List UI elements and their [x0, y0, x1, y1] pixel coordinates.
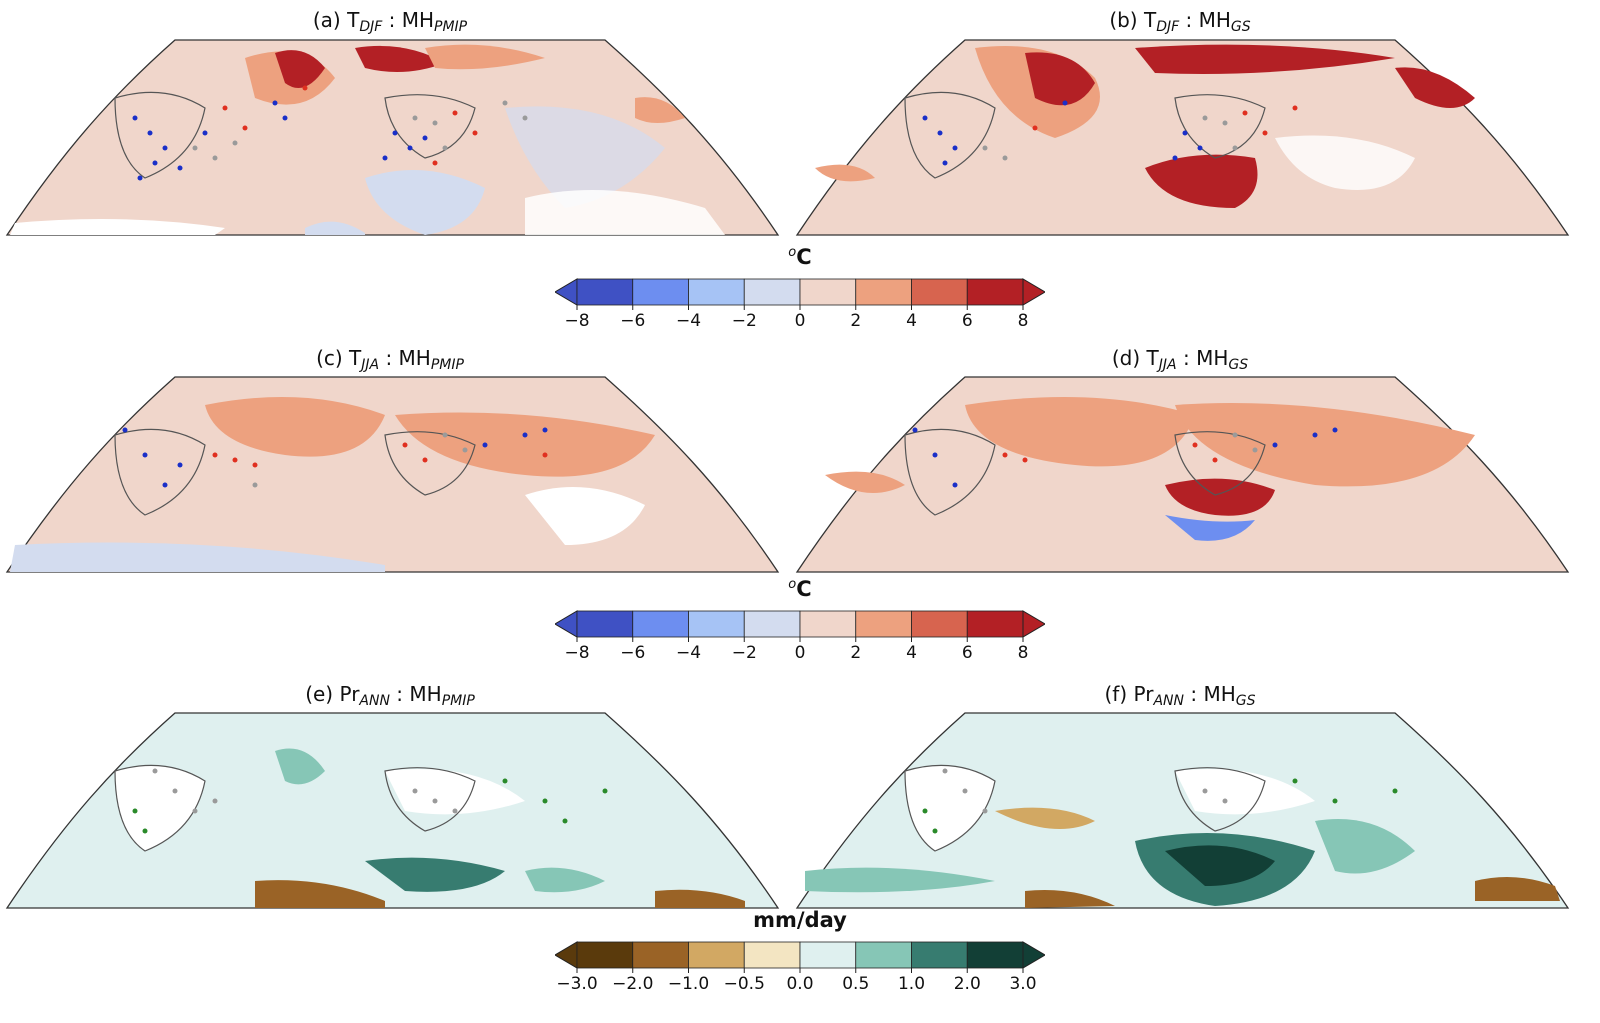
colorbar-tick-label: 2.0	[953, 974, 981, 994]
colorbar-temp-2: oC −8 −6 −4 −2 0 2 4 6 8	[554, 577, 1046, 677]
colorbar-tick-label: 8	[1017, 643, 1029, 663]
colorbar-tick-label: −4	[675, 643, 702, 663]
panel-title-c: (c) TJJA : MHPMIP	[316, 346, 464, 373]
colorbar-tick-label: 0	[794, 311, 806, 331]
colorbar-swatch	[632, 941, 689, 969]
colorbar-tick-label: −0.5	[723, 974, 765, 994]
panel-title-e: (e) PrANN : MHPMIP	[305, 682, 475, 709]
map-f-precip-ann-gs	[795, 712, 1570, 909]
colorbar-tick-label: 0	[794, 643, 806, 663]
colorbar-swatch	[799, 278, 857, 306]
colorbar-extend-max	[1022, 610, 1046, 638]
colorbar-swatches	[554, 941, 1046, 973]
colorbar-unit: oC	[788, 577, 812, 601]
colorbar-tick-label: −8	[564, 643, 590, 663]
colorbar-swatch	[743, 610, 801, 638]
colorbar-tick-label: −4	[675, 311, 702, 331]
colorbar-swatches	[554, 610, 1046, 642]
colorbar-swatch	[855, 610, 912, 638]
colorbar-swatch	[576, 610, 634, 638]
colorbar-swatch	[966, 278, 1024, 306]
colorbar-tick-label: 2	[850, 311, 862, 331]
colorbar-swatch	[743, 941, 801, 969]
colorbar-tick-label: 4	[906, 643, 917, 663]
colorbar-temp-1: oC −8 −6 −4 −2 0 2 4 6 8	[554, 245, 1046, 345]
colorbar-swatch	[743, 278, 801, 306]
map-d-temp-jja-gs	[795, 376, 1570, 573]
colorbar-swatch	[688, 941, 745, 969]
colorbar-tick-label: −6	[620, 643, 646, 663]
map-a-temp-djf-pmip	[5, 39, 780, 236]
colorbar-swatch	[632, 610, 689, 638]
panel-title-d: (d) TJJA : MHGS	[1111, 346, 1249, 373]
panel-title-b: (b) TDJF : MHGS	[1109, 8, 1251, 35]
colorbar-tick-label: 4	[906, 311, 917, 331]
colorbar-tick-label: 8	[1017, 311, 1029, 331]
colorbar-swatch	[855, 278, 912, 306]
colorbar-tick-label: −6	[620, 311, 646, 331]
colorbar-tick-label: 6	[961, 311, 973, 331]
colorbar-extend-min	[554, 278, 578, 306]
colorbar-swatch	[576, 941, 634, 969]
colorbar-extend-max	[1022, 278, 1046, 306]
colorbar-tick-label: −8	[564, 311, 590, 331]
colorbar-tick-label: 2	[850, 643, 862, 663]
colorbar-swatch	[911, 610, 968, 638]
colorbar-swatch	[799, 941, 857, 969]
colorbar-tick-label: 3.0	[1009, 974, 1037, 994]
colorbar-tick-label: 1.0	[897, 974, 926, 994]
colorbar-precip: mm/day −3.0 −2.0 −1.0 −0.5 0.0 0.5 1.0 2.0 3.0	[554, 908, 1046, 1008]
colorbar-tick-label: −2	[731, 311, 757, 331]
colorbar-tick-label: −2.0	[612, 974, 654, 994]
colorbar-tick-label: 6	[961, 643, 973, 663]
colorbar-extend-max	[1022, 941, 1046, 969]
colorbar-tick-label: −1.0	[667, 974, 710, 994]
colorbar-tick-label: 0.5	[842, 974, 870, 994]
map-c-temp-jja-pmip	[5, 376, 780, 573]
colorbar-swatch	[911, 941, 968, 969]
colorbar-swatches	[554, 278, 1046, 310]
colorbar-unit: oC	[788, 245, 812, 269]
colorbar-swatch	[632, 278, 689, 306]
colorbar-tick-label: −2	[731, 643, 757, 663]
panel-title-f: (f) PrANN : MHGS	[1104, 682, 1256, 709]
colorbar-swatch	[911, 278, 968, 306]
map-b-temp-djf-gs	[795, 39, 1570, 236]
colorbar-extend-min	[554, 610, 578, 638]
colorbar-swatch	[966, 941, 1024, 969]
map-e-precip-ann-pmip	[5, 712, 780, 909]
colorbar-swatch	[688, 278, 745, 306]
colorbar-extend-min	[554, 941, 578, 969]
colorbar-swatch	[855, 941, 912, 969]
colorbar-swatch	[688, 610, 745, 638]
colorbar-tick-label: 0.0	[786, 974, 814, 994]
panel-title-a: (a) TDJF : MHPMIP	[312, 8, 468, 35]
colorbar-swatch	[576, 278, 634, 306]
colorbar-unit: mm/day	[753, 908, 847, 932]
colorbar-tick-label: −3.0	[556, 974, 598, 994]
colorbar-swatch	[799, 610, 857, 638]
colorbar-swatch	[966, 610, 1024, 638]
